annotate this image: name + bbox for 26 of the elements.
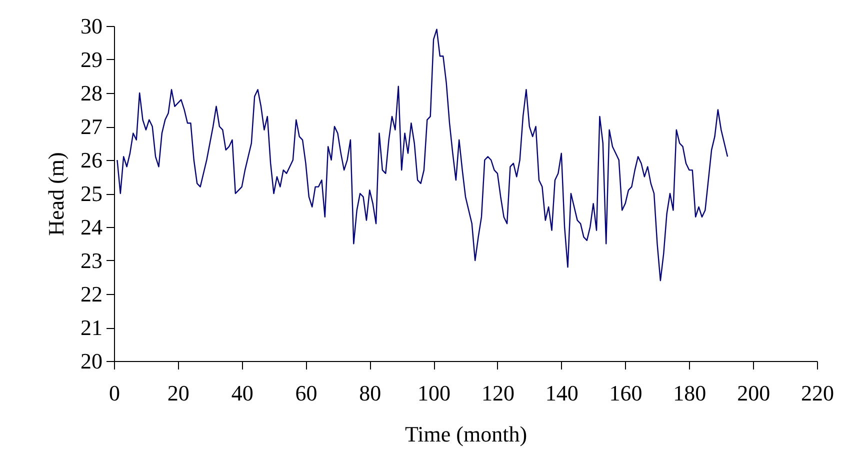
x-tick-label: 40 — [231, 380, 254, 406]
x-tick-label: 100 — [418, 380, 451, 406]
y-tick-label: 29 — [80, 47, 102, 72]
x-tick-label: 20 — [167, 380, 190, 406]
y-tick-label: 25 — [80, 181, 102, 206]
x-tick-label: 140 — [545, 380, 578, 406]
x-tick-label: 120 — [481, 380, 514, 406]
y-tick-label: 28 — [80, 80, 102, 106]
y-tick-label: 24 — [80, 214, 102, 240]
x-tick-label: 200 — [737, 380, 770, 406]
x-tick-label: 80 — [359, 380, 382, 406]
line-series — [116, 28, 728, 282]
y-tick-label: 21 — [80, 315, 102, 340]
y-tick-label: 26 — [80, 148, 102, 172]
x-tick-label: 60 — [295, 380, 318, 406]
x-tick-label: 160 — [609, 380, 642, 406]
x-tick-label: 0 — [109, 380, 120, 406]
y-tick-label: 27 — [80, 114, 102, 139]
x-tick-label: 220 — [801, 380, 834, 406]
y-tick-label: 20 — [80, 348, 102, 374]
y-tick-label: 30 — [80, 14, 102, 38]
x-tick-label: 180 — [673, 380, 706, 406]
y-tick-label: 22 — [80, 282, 102, 306]
x-axis-title: Time (month) — [404, 422, 528, 446]
y-axis-title: Head (m) — [44, 152, 68, 236]
y-tick-label: 23 — [80, 248, 102, 273]
